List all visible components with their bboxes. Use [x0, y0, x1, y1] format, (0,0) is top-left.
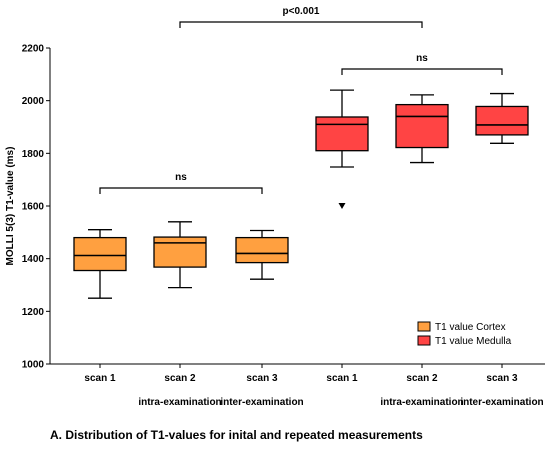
box-iqr — [475, 105, 529, 136]
x-tick-sublabel: intra-examination — [138, 397, 221, 408]
significance-bracket — [179, 21, 423, 28]
x-tick-label: scan 1 — [326, 373, 358, 384]
x-tick-label: scan 3 — [486, 373, 518, 384]
figure-caption: A. Distribution of T1-values for inital … — [50, 428, 423, 442]
outlier-marker — [338, 203, 346, 209]
box-iqr — [395, 103, 449, 149]
x-tick-label: scan 2 — [406, 373, 438, 384]
x-tick-label: scan 3 — [246, 373, 278, 384]
significance-bracket — [341, 68, 503, 75]
y-axis-title: MOLLI 5(3) T1-value (ms) — [5, 147, 16, 266]
x-tick-label: scan 1 — [84, 373, 116, 384]
significance-label: p<0.001 — [283, 6, 320, 17]
legend-swatch — [417, 335, 431, 346]
significance-label: ns — [175, 172, 187, 183]
significance-bracket — [99, 187, 263, 194]
box-iqr — [73, 236, 127, 272]
y-tick-label: 1200 — [22, 307, 45, 318]
y-tick-label: 1000 — [22, 360, 45, 371]
y-tick-label: 1400 — [22, 254, 45, 265]
x-tick-sublabel: inter-examination — [460, 397, 543, 408]
box-iqr — [153, 236, 207, 268]
x-tick-label: scan 2 — [164, 373, 196, 384]
y-tick-label: 1600 — [22, 202, 45, 213]
box-iqr — [235, 236, 289, 264]
y-tick-label: 1800 — [22, 149, 45, 160]
significance-label: ns — [416, 53, 428, 64]
legend-swatch — [417, 321, 431, 332]
x-tick-sublabel: inter-examination — [220, 397, 303, 408]
x-tick-sublabel: intra-examination — [380, 397, 463, 408]
box-iqr — [315, 116, 369, 152]
legend-label: T1 value Cortex — [435, 322, 506, 333]
y-tick-label: 2200 — [22, 44, 45, 55]
y-tick-label: 2000 — [22, 96, 45, 107]
legend-label: T1 value Medulla — [435, 336, 512, 347]
